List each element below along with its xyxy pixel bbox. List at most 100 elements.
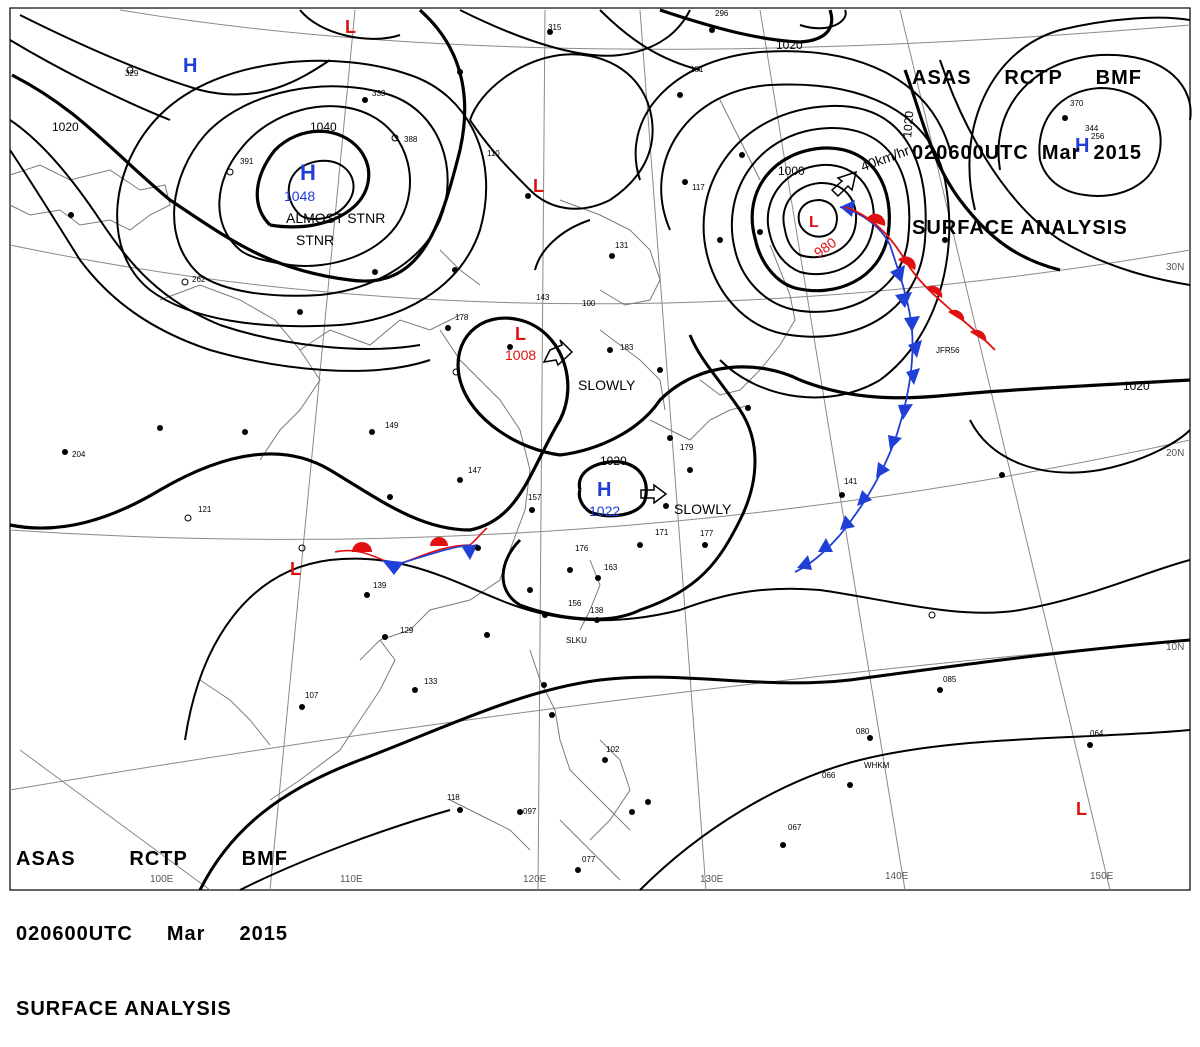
warm-front xyxy=(844,206,996,351)
header-month: Mar xyxy=(166,923,206,945)
low-pressure-symbol: L xyxy=(1076,799,1087,819)
graticule xyxy=(9,9,1191,891)
station-number: 143 xyxy=(536,293,550,302)
station-number: 163 xyxy=(604,563,618,572)
low-pressure-symbol: L xyxy=(533,176,544,196)
station-number: 107 xyxy=(305,691,319,700)
map-frame xyxy=(9,7,1191,891)
high-pressure-symbol: H xyxy=(597,479,611,501)
low-pressure-symbol: L xyxy=(290,559,301,579)
station-number: 256 xyxy=(1091,132,1105,141)
longitude-label: 150E xyxy=(1090,871,1114,882)
station-number: 102 xyxy=(606,745,620,754)
header-station: RCTP xyxy=(129,848,188,870)
graticule-labels: 100E 110E 120E 130E 140E 150E 30N 20N 10… xyxy=(150,262,1184,885)
station-number: 388 xyxy=(404,135,418,144)
header-title: SURFACE ANALYSIS xyxy=(912,217,1128,239)
central-pressure: 1022 xyxy=(589,503,620,519)
arrow-l980 xyxy=(830,170,858,198)
header-agency: ASAS xyxy=(912,67,972,89)
high-pressure-symbol: H xyxy=(1075,135,1089,157)
station-id: JFR56 xyxy=(936,346,960,355)
arrow-h1022 xyxy=(640,483,668,505)
station-number: 296 xyxy=(715,9,729,18)
central-pressure: 1048 xyxy=(284,188,315,204)
station-number: 118 xyxy=(447,793,460,802)
station-number: 329 xyxy=(125,69,139,78)
header-bottom: ASAS RCTP BMF 020600UTC Mar 2015 SURFACE ANA… xyxy=(16,797,288,1047)
station-number: 156 xyxy=(568,599,582,608)
station-number: 177 xyxy=(700,529,714,538)
station-number: 147 xyxy=(468,466,482,475)
longitude-label: 130E xyxy=(700,874,724,885)
longitude-label: 110E xyxy=(340,874,363,885)
station-id: WHKM xyxy=(864,761,890,770)
longitude-label: 100E xyxy=(150,874,174,885)
station-number: 138 xyxy=(590,606,604,615)
station-number: 100 xyxy=(582,299,596,308)
station-number: 080 xyxy=(856,727,870,736)
header-code: BMF xyxy=(1095,67,1142,89)
station-number: 133 xyxy=(424,677,438,686)
weather-map: 315 296 329 333 388 391 110 181 117 131 … xyxy=(9,7,1192,891)
station-number: 370 xyxy=(1070,99,1084,108)
isobar-label: 1020 xyxy=(776,38,803,52)
movement-note: SLOWLY xyxy=(578,377,636,393)
header-top: ASAS RCTP BMF 020600UTC Mar 2015 SURFACE ANA… xyxy=(912,16,1142,266)
station-number: 131 xyxy=(615,241,629,250)
station-number: 179 xyxy=(680,443,694,452)
header-station: RCTP xyxy=(1004,67,1063,89)
low-pressure-symbol: L xyxy=(345,17,356,37)
station-number: 139 xyxy=(373,581,387,590)
header-year: 2015 xyxy=(1093,142,1142,164)
station-number: 157 xyxy=(528,493,542,502)
station-number: 077 xyxy=(582,855,596,864)
station-number: 066 xyxy=(822,771,836,780)
station-number: 391 xyxy=(240,157,254,166)
station-number: 344 xyxy=(1085,124,1099,133)
station-number: 183 xyxy=(620,343,634,352)
station-number: 141 xyxy=(844,477,858,486)
isobar-label: 1000 xyxy=(778,164,805,178)
station-number: 064 xyxy=(1090,729,1104,738)
stationary-front-south xyxy=(334,527,488,575)
arrow-l1008 xyxy=(542,339,574,367)
station-number: 121 xyxy=(198,505,212,514)
station-number: 315 xyxy=(548,23,562,32)
station-number: 181 xyxy=(690,65,704,74)
central-pressure: 1008 xyxy=(505,347,536,363)
station-number: 149 xyxy=(385,421,399,430)
station-ids: SLKU WHKM JFR56 xyxy=(566,346,960,770)
low-pressure-symbol: L xyxy=(515,324,526,344)
high-pressure-symbol: H xyxy=(183,55,197,77)
station-plots xyxy=(62,27,1093,873)
isobar-label: 1040 xyxy=(310,120,337,134)
station-number: 262 xyxy=(192,275,206,284)
header-year: 2015 xyxy=(239,923,288,945)
isobars xyxy=(9,8,1192,891)
isobar-label: 1020 xyxy=(1123,379,1150,393)
station-number: 176 xyxy=(575,544,589,553)
longitude-label: 120E xyxy=(523,874,547,885)
movement-note: ALMOST STNR xyxy=(286,210,385,226)
high-pressure-symbol: H xyxy=(300,160,316,185)
station-number: 117 xyxy=(692,183,705,192)
latitude-label: 30N xyxy=(1166,262,1184,273)
cold-front xyxy=(794,200,922,573)
station-number: 204 xyxy=(72,450,86,459)
movement-note-line2: STNR xyxy=(296,232,334,248)
header-code: BMF xyxy=(241,848,288,870)
station-number: 085 xyxy=(943,675,957,684)
station-number: 097 xyxy=(523,807,537,816)
station-number: 333 xyxy=(372,89,386,98)
pressure-centers: H 1048 ALMOST STNR STNR L 1008 SLOWLY H … xyxy=(183,17,1089,819)
movement-arrows xyxy=(542,170,858,505)
station-number: 110 xyxy=(487,149,500,158)
longitude-label: 140E xyxy=(885,871,909,882)
isobar-label: 1020 xyxy=(52,120,79,134)
header-agency: ASAS xyxy=(16,848,76,870)
isobar-label: 1020 xyxy=(600,454,627,468)
low-pressure-symbol: L xyxy=(809,214,819,231)
station-number: 171 xyxy=(655,528,669,537)
header-title: SURFACE ANALYSIS xyxy=(16,998,232,1020)
